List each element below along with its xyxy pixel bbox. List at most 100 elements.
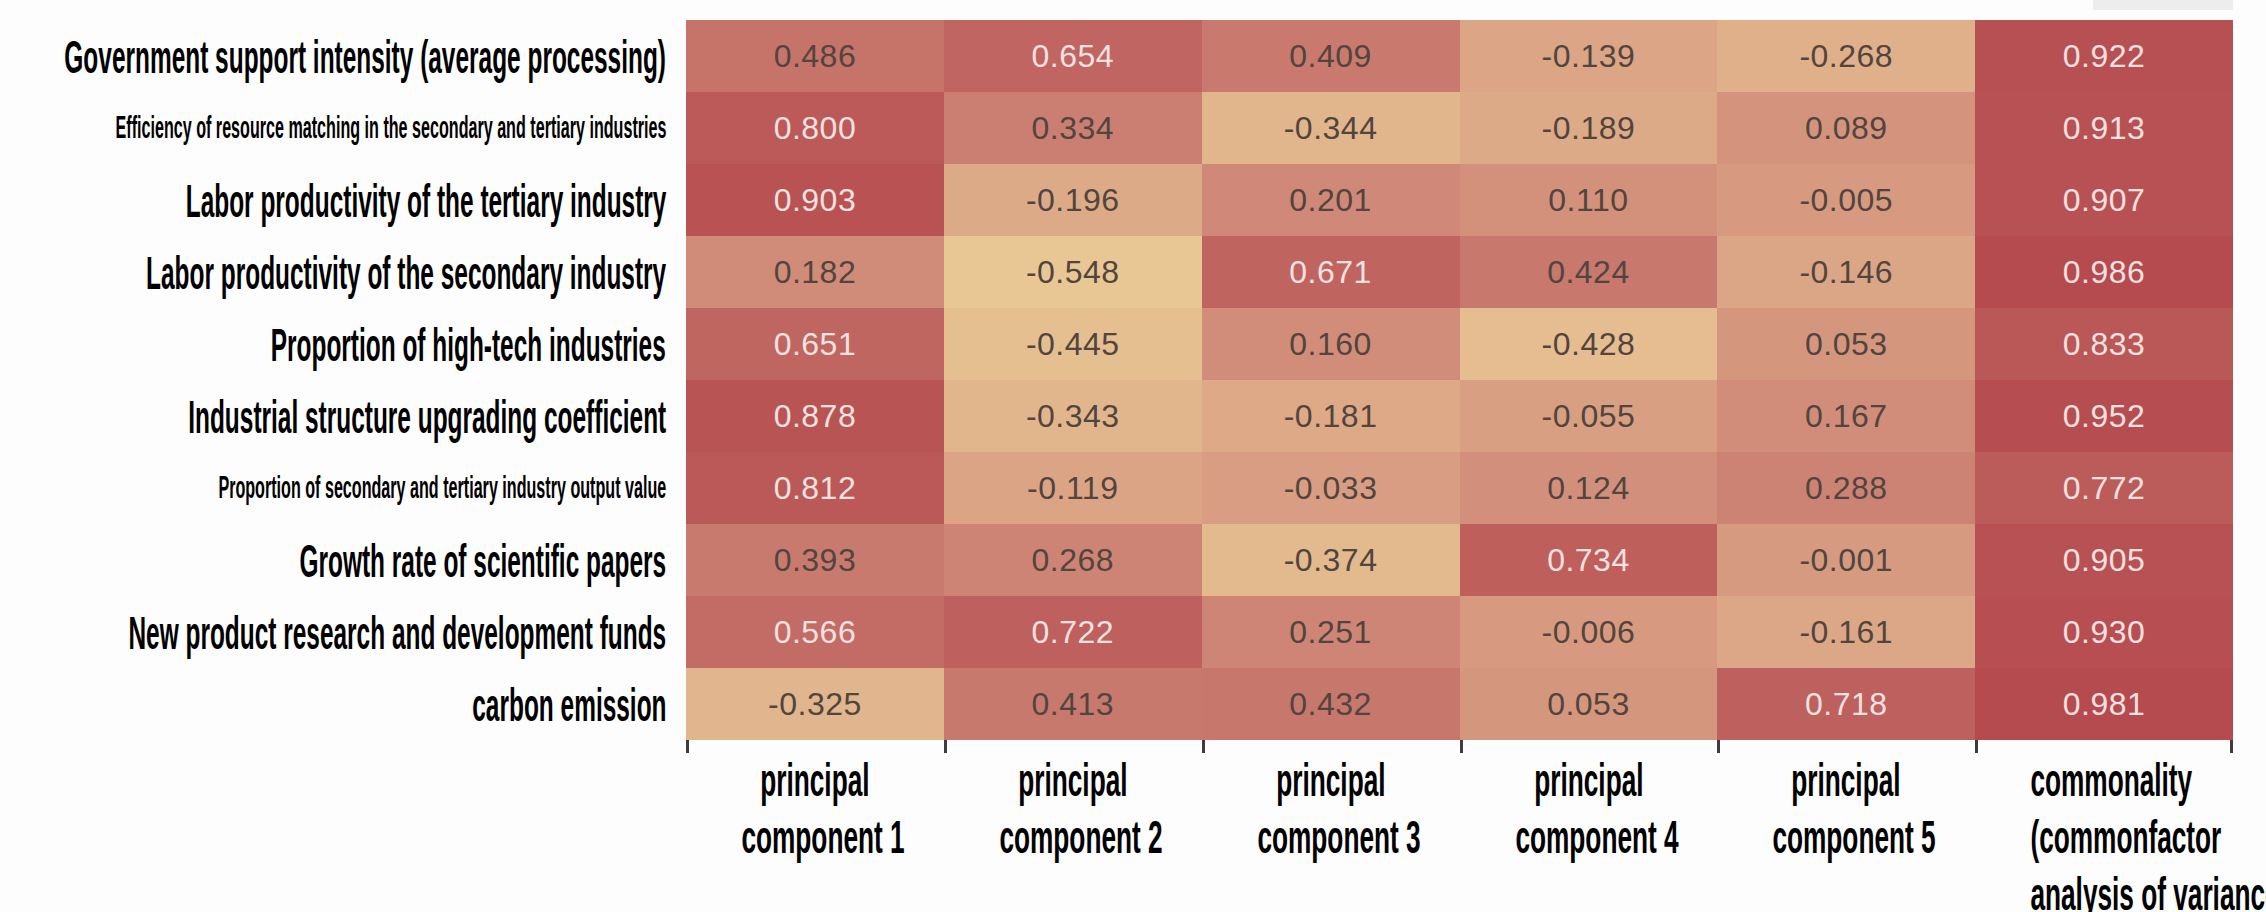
heatmap-cell: 0.053 bbox=[1460, 668, 1718, 740]
heatmap-cell: 0.986 bbox=[1975, 236, 2233, 308]
heatmap-cell: 0.905 bbox=[1975, 524, 2233, 596]
heatmap-cell: -0.033 bbox=[1202, 452, 1460, 524]
row-label: Industrial structure upgrading coefficie… bbox=[0, 380, 676, 452]
heatmap-cell: 0.922 bbox=[1975, 20, 2233, 92]
row-label-text: Proportion of high-tech industries bbox=[271, 317, 666, 372]
row-label: Proportion of secondary and tertiary ind… bbox=[0, 452, 676, 524]
row-label: Proportion of high-tech industries bbox=[0, 308, 676, 380]
column-header-line: component 1 bbox=[741, 809, 888, 866]
heatmap-cell: -0.428 bbox=[1460, 308, 1718, 380]
heatmap-cell: 0.878 bbox=[686, 380, 944, 452]
column-header: principalcomponent 1 bbox=[686, 752, 944, 866]
heatmap-cell: 0.486 bbox=[686, 20, 944, 92]
heatmap-cell: -0.181 bbox=[1202, 380, 1460, 452]
heatmap-cell: -0.268 bbox=[1717, 20, 1975, 92]
heatmap-cell: 0.913 bbox=[1975, 92, 2233, 164]
column-header-line: principal bbox=[741, 752, 888, 809]
heatmap-cell: 0.167 bbox=[1717, 380, 1975, 452]
column-headers: principalcomponent 1principalcomponent 2… bbox=[686, 752, 2233, 912]
heatmap-cell: -0.139 bbox=[1460, 20, 1718, 92]
row-label: carbon emission bbox=[0, 668, 676, 740]
heatmap-cell: -0.001 bbox=[1717, 524, 1975, 596]
column-header-line: component 2 bbox=[999, 809, 1146, 866]
column-header-line: commonality bbox=[2031, 752, 2178, 809]
column-header-line: principal bbox=[1773, 752, 1920, 809]
row-label-text: Efficiency of resource matching in the s… bbox=[115, 110, 666, 146]
heatmap-cell: 0.424 bbox=[1460, 236, 1718, 308]
heatmap-figure: Government support intensity (average pr… bbox=[0, 0, 2266, 912]
row-label: Labor productivity of the secondary indu… bbox=[0, 236, 676, 308]
column-header: principalcomponent 3 bbox=[1202, 752, 1460, 866]
heatmap-cell: 0.124 bbox=[1460, 452, 1718, 524]
heatmap-cell: 0.334 bbox=[944, 92, 1202, 164]
row-label-text: Government support intensity (average pr… bbox=[64, 29, 666, 84]
heatmap-cell: -0.161 bbox=[1717, 596, 1975, 668]
heatmap-cell: 0.110 bbox=[1460, 164, 1718, 236]
heatmap-cell: 0.288 bbox=[1717, 452, 1975, 524]
heatmap-cell: -0.343 bbox=[944, 380, 1202, 452]
heatmap-cell: -0.344 bbox=[1202, 92, 1460, 164]
heatmap-cell: 0.201 bbox=[1202, 164, 1460, 236]
row-label-text: Growth rate of scientific papers bbox=[299, 533, 666, 588]
heatmap-cell: 0.268 bbox=[944, 524, 1202, 596]
heatmap-cell: -0.146 bbox=[1717, 236, 1975, 308]
row-label-text: Industrial structure upgrading coefficie… bbox=[188, 389, 666, 444]
heatmap-cell: -0.189 bbox=[1460, 92, 1718, 164]
column-header-line: component 5 bbox=[1773, 809, 1920, 866]
row-label-text: Labor productivity of the tertiary indus… bbox=[185, 173, 666, 228]
column-header-line: principal bbox=[1257, 752, 1404, 809]
column-header-line: component 4 bbox=[1515, 809, 1662, 866]
heatmap-cell: 0.800 bbox=[686, 92, 944, 164]
heatmap-cell: 0.654 bbox=[944, 20, 1202, 92]
row-label: Government support intensity (average pr… bbox=[0, 20, 676, 92]
row-label-text: New product research and development fun… bbox=[128, 605, 666, 660]
heatmap-cell: 0.160 bbox=[1202, 308, 1460, 380]
row-label: Labor productivity of the tertiary indus… bbox=[0, 164, 676, 236]
heatmap-cell: 0.651 bbox=[686, 308, 944, 380]
heatmap-cell: -0.006 bbox=[1460, 596, 1718, 668]
heatmap-cell: 0.413 bbox=[944, 668, 1202, 740]
heatmap-cell: 0.907 bbox=[1975, 164, 2233, 236]
heatmap-cell: -0.055 bbox=[1460, 380, 1718, 452]
row-labels: Government support intensity (average pr… bbox=[0, 20, 676, 740]
row-label: New product research and development fun… bbox=[0, 596, 676, 668]
row-label-text: carbon emission bbox=[472, 677, 666, 732]
row-label-text: Labor productivity of the secondary indu… bbox=[146, 245, 666, 300]
heatmap-cell: -0.325 bbox=[686, 668, 944, 740]
heatmap-cell: 0.566 bbox=[686, 596, 944, 668]
column-header: commonality(commonfactoranalysis of vari… bbox=[1975, 752, 2233, 912]
heatmap-cell: -0.445 bbox=[944, 308, 1202, 380]
row-label: Efficiency of resource matching in the s… bbox=[0, 92, 676, 164]
column-header: principalcomponent 2 bbox=[944, 752, 1202, 866]
row-label: Growth rate of scientific papers bbox=[0, 524, 676, 596]
row-label-text: Proportion of secondary and tertiary ind… bbox=[218, 470, 666, 506]
heatmap-cell: 0.393 bbox=[686, 524, 944, 596]
heatmap-cell: 0.671 bbox=[1202, 236, 1460, 308]
heatmap-cell: 0.432 bbox=[1202, 668, 1460, 740]
heatmap-cell: 0.952 bbox=[1975, 380, 2233, 452]
heatmap-grid: 0.4860.6540.409-0.139-0.2680.9220.8000.3… bbox=[686, 20, 2233, 740]
heatmap-cell: 0.053 bbox=[1717, 308, 1975, 380]
heatmap-cell: 0.089 bbox=[1717, 92, 1975, 164]
heatmap-cell: 0.812 bbox=[686, 452, 944, 524]
heatmap-cell: 0.718 bbox=[1717, 668, 1975, 740]
heatmap-cell: 0.772 bbox=[1975, 452, 2233, 524]
heatmap-cell: 0.182 bbox=[686, 236, 944, 308]
heatmap-cell: -0.005 bbox=[1717, 164, 1975, 236]
column-header-line: (commonfactor bbox=[2031, 809, 2178, 866]
column-header-line: component 3 bbox=[1257, 809, 1404, 866]
heatmap-cell: 0.409 bbox=[1202, 20, 1460, 92]
heatmap-cell: 0.903 bbox=[686, 164, 944, 236]
column-header: principalcomponent 4 bbox=[1460, 752, 1718, 866]
heatmap-cell: 0.251 bbox=[1202, 596, 1460, 668]
heatmap-cell: -0.374 bbox=[1202, 524, 1460, 596]
heatmap-cell: -0.548 bbox=[944, 236, 1202, 308]
heatmap-cell: -0.196 bbox=[944, 164, 1202, 236]
heatmap-cell: 0.981 bbox=[1975, 668, 2233, 740]
heatmap-cell: -0.119 bbox=[944, 452, 1202, 524]
column-header-line: principal bbox=[999, 752, 1146, 809]
column-header-line: principal bbox=[1515, 752, 1662, 809]
column-header: principalcomponent 5 bbox=[1717, 752, 1975, 866]
heatmap-cell: 0.734 bbox=[1460, 524, 1718, 596]
heatmap-cell: 0.833 bbox=[1975, 308, 2233, 380]
